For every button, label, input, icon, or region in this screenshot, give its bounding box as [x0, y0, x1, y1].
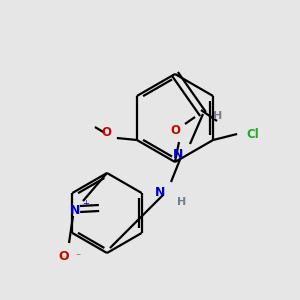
Text: O: O	[101, 127, 111, 140]
Text: N: N	[70, 205, 80, 218]
Text: ⁻: ⁻	[75, 252, 80, 262]
Text: Cl: Cl	[246, 128, 259, 140]
Text: H: H	[213, 111, 222, 121]
Text: O: O	[59, 250, 69, 263]
Text: H: H	[177, 197, 186, 207]
Text: O: O	[170, 124, 180, 136]
Text: N: N	[172, 148, 183, 160]
Text: +: +	[82, 199, 89, 208]
Text: N: N	[154, 185, 165, 199]
